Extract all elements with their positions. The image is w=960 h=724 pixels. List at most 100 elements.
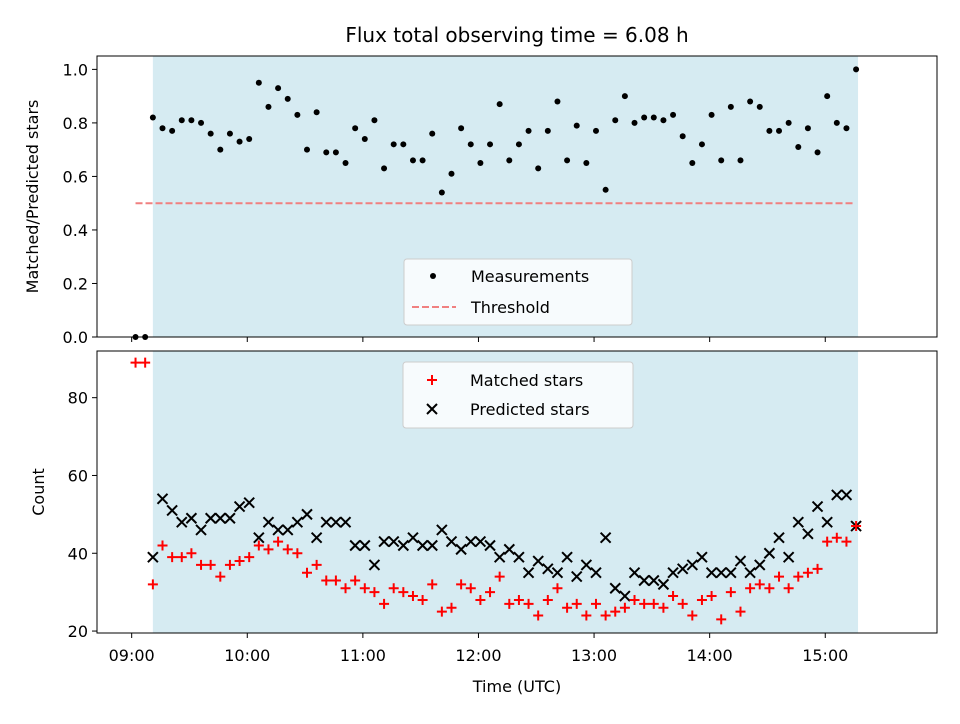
matched-star-point (186, 548, 197, 559)
legend-predicted-marker (426, 403, 438, 415)
measurement-point (804, 125, 811, 132)
measurement-point (217, 146, 224, 153)
measurement-point (718, 157, 725, 164)
ratio-y-tick-label: 0.8 (63, 114, 88, 133)
measurement-point (255, 79, 262, 86)
count-legend-box (402, 361, 634, 429)
predicted-star-point (195, 524, 207, 536)
matched-star-point (774, 571, 785, 582)
legend-matched-label: Matched stars (470, 371, 583, 390)
measurement-point (670, 111, 677, 118)
measurement-point (747, 98, 754, 105)
time-x-tick-label: 11:00 (340, 646, 386, 665)
matched-star-point (417, 594, 428, 605)
matched-star-point (224, 559, 235, 570)
measurement-point (458, 125, 465, 132)
matched-star-point (764, 583, 775, 594)
measurement-point (496, 101, 503, 108)
measurement-point (515, 141, 522, 148)
predicted-star-point (378, 535, 390, 548)
matched-star-point (167, 552, 178, 563)
matched-star-point (706, 591, 717, 602)
matched-star-point (552, 583, 563, 594)
measurement-point (853, 66, 860, 73)
predicted-star-point (465, 535, 477, 548)
ratio-legend-box (403, 258, 633, 326)
predicted-star-point (166, 504, 178, 517)
measurement-point (178, 117, 185, 124)
ratio-y-tick-label: 1.0 (63, 60, 88, 79)
legend-threshold-label: Threshold (470, 298, 550, 317)
matched-star-point (513, 594, 524, 605)
predicted-star-point (339, 516, 352, 528)
measurement-point (843, 125, 850, 132)
predicted-star-point (522, 567, 535, 579)
predicted-star-point (349, 539, 361, 552)
matched-star-point (263, 544, 274, 555)
matched-star-point (629, 594, 640, 605)
predicted-star-point (609, 582, 621, 594)
time-x-tick-label: 14:00 (687, 646, 733, 665)
predicted-star-point (407, 531, 419, 544)
matched-star-point (639, 598, 650, 609)
predicted-star-point (657, 578, 670, 591)
matched-star-point (321, 575, 332, 586)
matched-star-point (562, 602, 573, 613)
matched-star-point (658, 602, 669, 613)
predicted-star-point (493, 551, 506, 563)
predicted-star-point (628, 567, 641, 579)
ratio-y-tick-label: 0.4 (63, 221, 88, 240)
measurement-point (487, 141, 494, 148)
matched-star-point (802, 567, 813, 578)
matched-star-point (590, 598, 601, 609)
ratio-y-axis-label: Matched/Predicted stars (23, 100, 42, 294)
matched-star-point (253, 540, 264, 551)
matched-star-point (369, 587, 380, 598)
predicted-star-point (233, 500, 246, 513)
time-x-tick-label: 12:00 (455, 646, 501, 665)
measurement-point (352, 125, 359, 132)
matched-star-point (379, 598, 390, 609)
measurement-point (342, 160, 349, 167)
matched-star-point (398, 587, 409, 598)
predicted-star-point (725, 567, 737, 579)
matched-star-point (504, 598, 515, 609)
predicted-star-point (513, 551, 525, 563)
predicted-star-point (580, 559, 593, 571)
predicted-star-point (436, 524, 448, 536)
measurement-point (564, 157, 571, 164)
measurement-point (535, 165, 542, 172)
measurement-point (409, 157, 416, 164)
measurement-point (188, 117, 195, 124)
measurement-point (698, 141, 705, 148)
predicted-star-point (310, 531, 323, 544)
matched-star-point (273, 536, 284, 547)
matched-star-point (542, 594, 553, 605)
predicted-star-point (272, 524, 284, 536)
matched-star-point (465, 583, 476, 594)
predicted-star-point (185, 512, 198, 524)
matched-star-point (648, 598, 659, 609)
measurement-point (612, 117, 619, 124)
measurement-point (400, 141, 407, 148)
measurement-point (689, 160, 696, 167)
measurement-point (429, 130, 436, 137)
matched-star-point (244, 552, 255, 563)
measurement-point (332, 149, 339, 156)
measurement-point (207, 130, 214, 137)
ratio-legend: Measurements Threshold (403, 258, 633, 326)
count-y-tick-label: 60 (68, 466, 88, 485)
matched-star-point (130, 357, 141, 368)
predicted-star-point (763, 547, 776, 559)
time-x-axis-label: Time (UTC) (472, 677, 561, 696)
predicted-star-point (676, 563, 689, 575)
matched-star-point (831, 532, 842, 543)
predicted-star-point (599, 531, 612, 544)
predicted-star-point (224, 512, 236, 524)
predicted-star-point (571, 570, 583, 583)
matched-star-point (841, 536, 852, 547)
measurement-point (313, 109, 320, 116)
count-y-tick-label: 40 (68, 544, 88, 563)
matched-star-point (725, 587, 736, 598)
matched-star-point (407, 591, 418, 602)
